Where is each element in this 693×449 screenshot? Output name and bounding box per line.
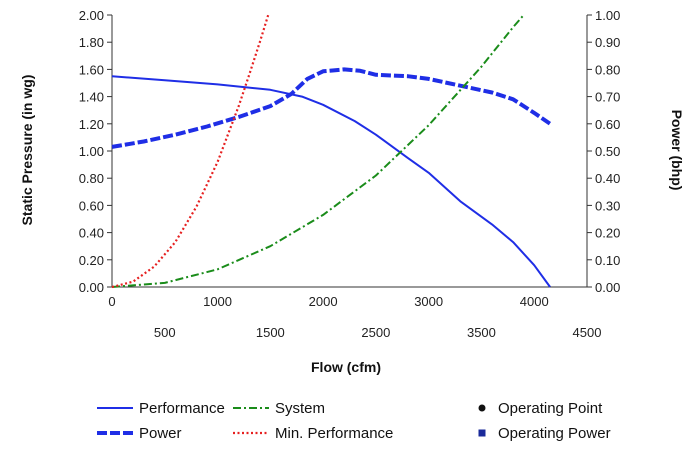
x-tick-label: 3000 (414, 294, 443, 309)
legend-performance-label: Performance (139, 400, 225, 417)
right-tick-label: 1.00 (595, 8, 620, 23)
x-axis-ticks: 0 1000 2000 3000 4000 500 1500 2500 3500 4500 (108, 294, 601, 340)
left-tick-label: 1.80 (79, 35, 104, 50)
x-tick-label: 4500 (573, 325, 602, 340)
x-tick-label: 0 (108, 294, 115, 309)
legend-power-label: Power (139, 425, 182, 442)
x-tick-label: 3500 (467, 325, 496, 340)
left-tick-label: 1.00 (79, 144, 104, 159)
left-tick-label: 0.60 (79, 198, 104, 213)
left-tick-label: 2.00 (79, 8, 104, 23)
x-tick-label: 2500 (361, 325, 390, 340)
right-tick-label: 0.00 (595, 280, 620, 295)
right-axis-ticks: 0.00 0.10 0.20 0.30 0.40 0.50 0.60 0.70 0.80 0.90… (587, 8, 620, 295)
series-layer (111, 14, 552, 289)
series-min-performance-line (111, 14, 270, 289)
left-tick-label: 1.40 (79, 90, 104, 105)
right-tick-label: 0.40 (595, 171, 620, 186)
x-tick-label: 1500 (256, 325, 285, 340)
right-tick-label: 0.70 (595, 90, 620, 105)
right-tick-label: 0.50 (595, 144, 620, 159)
x-tick-label: 1000 (203, 294, 232, 309)
legend-operating-point-marker (478, 404, 486, 412)
x-tick-label: 4000 (520, 294, 549, 309)
right-tick-label: 0.10 (595, 253, 620, 268)
x-tick-label: 500 (154, 325, 176, 340)
left-tick-label: 0.40 (79, 226, 104, 241)
legend-operating-point-label: Operating Point (498, 400, 603, 417)
series-performance-line (111, 75, 551, 288)
x-axis-title: Flow (cfm) (311, 359, 381, 375)
right-tick-label: 0.90 (595, 35, 620, 50)
left-tick-label: 1.20 (79, 117, 104, 132)
right-tick-label: 0.80 (595, 62, 620, 77)
right-tick-label: 0.30 (595, 198, 620, 213)
x-tick-label: 2000 (309, 294, 338, 309)
legend-operating-power-label: Operating Power (498, 425, 611, 442)
left-tick-label: 0.00 (79, 280, 104, 295)
legend-system-label: System (275, 400, 325, 417)
left-tick-label: 0.20 (79, 253, 104, 268)
right-tick-label: 0.20 (595, 226, 620, 241)
right-axis-title: Power (bhp) (669, 110, 685, 191)
right-tick-label: 0.60 (595, 117, 620, 132)
left-tick-label: 1.60 (79, 62, 104, 77)
legend-operating-power-marker (478, 429, 486, 437)
legend-min-performance-label: Min. Performance (275, 425, 393, 442)
series-system-line (111, 14, 525, 288)
legend: Performance Power System Min. Performance Op… (97, 400, 611, 442)
series-power-line (111, 67, 552, 149)
left-axis-title: Static Pressure (in wg) (19, 75, 35, 226)
left-tick-label: 0.80 (79, 171, 104, 186)
left-axis-ticks: 0.00 0.20 0.40 0.60 0.80 1.00 1.20 1.40 1.60 1.80… (79, 8, 112, 295)
